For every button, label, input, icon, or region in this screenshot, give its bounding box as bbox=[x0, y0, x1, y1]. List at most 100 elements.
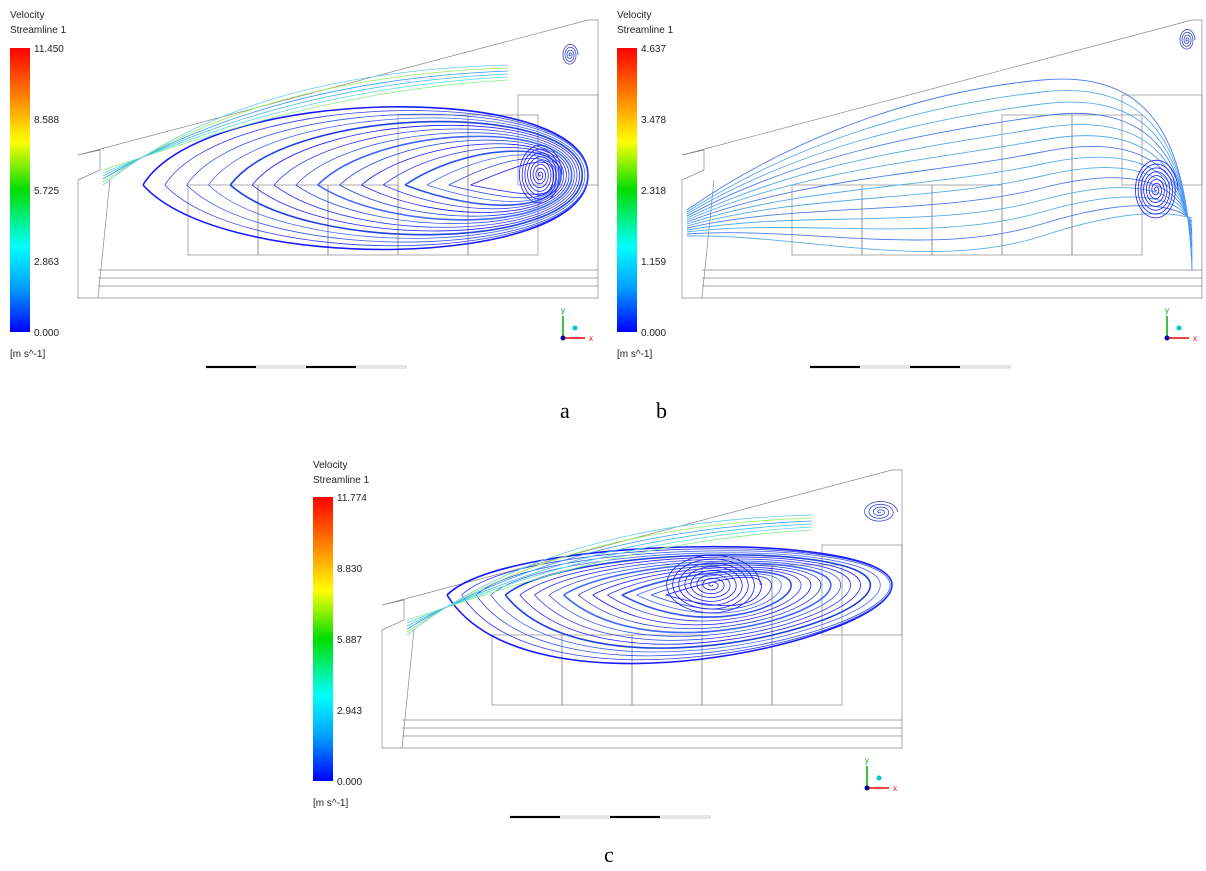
domain-line bbox=[401, 629, 415, 749]
colorbar-tick-label: 0.000 bbox=[337, 777, 362, 788]
streamline bbox=[686, 177, 1193, 235]
streamline bbox=[208, 117, 586, 239]
colorbar-tick-label: 5.887 bbox=[337, 635, 362, 646]
legend-unit: [m s^-1] bbox=[313, 798, 348, 809]
scale-bar-seg bbox=[610, 816, 660, 818]
colorbar-tick-label: 2.863 bbox=[34, 257, 59, 268]
legend-title: Velocity bbox=[10, 10, 44, 21]
streamline bbox=[273, 128, 578, 228]
streamline bbox=[607, 568, 802, 622]
streamline bbox=[229, 120, 584, 236]
domain bbox=[381, 469, 903, 749]
domain-line bbox=[97, 179, 111, 299]
streamline bbox=[102, 64, 509, 186]
panel: Velocity Streamline 1 11.450 8.588 5.725 2.86… bbox=[10, 10, 599, 423]
axis-z bbox=[876, 775, 882, 781]
streamline bbox=[470, 161, 554, 195]
streamline bbox=[686, 205, 1193, 241]
scale-bar-seg bbox=[810, 366, 860, 368]
colorbar-tick-label: 11.450 bbox=[34, 44, 64, 55]
streamline bbox=[686, 146, 1193, 247]
streamline bbox=[519, 556, 861, 645]
streamline bbox=[317, 135, 573, 221]
legend-title: Velocity bbox=[617, 10, 651, 21]
streamline bbox=[592, 566, 812, 626]
legend-title: Velocity bbox=[313, 460, 347, 471]
vortex bbox=[562, 44, 579, 65]
streamline bbox=[686, 167, 1193, 239]
legend-subtitle: Streamline 1 bbox=[617, 25, 674, 36]
streamline bbox=[686, 187, 1193, 231]
scale-bar-seg bbox=[510, 816, 560, 818]
colorbar-tick-label: 11.774 bbox=[337, 493, 367, 504]
streamline bbox=[490, 552, 881, 653]
axis-label-x: x bbox=[589, 334, 593, 343]
domain bbox=[77, 19, 599, 299]
scale-bar-seg bbox=[306, 366, 356, 368]
domain-outline bbox=[681, 19, 1203, 299]
streamline bbox=[461, 548, 893, 660]
streamline bbox=[339, 139, 570, 217]
streamline bbox=[686, 112, 1193, 259]
axis-label-y: y bbox=[1165, 306, 1169, 315]
vortex bbox=[1134, 159, 1179, 219]
streamline bbox=[665, 576, 762, 606]
streamline bbox=[164, 110, 589, 247]
axis-z bbox=[1176, 325, 1182, 331]
colorbar bbox=[10, 48, 30, 332]
domain-block bbox=[631, 634, 703, 706]
vortex bbox=[666, 554, 761, 614]
axis-label-x: x bbox=[1193, 334, 1197, 343]
vortex bbox=[864, 501, 898, 522]
streamline bbox=[406, 514, 813, 636]
streamline bbox=[448, 158, 557, 199]
streamline bbox=[475, 550, 891, 657]
colorbar-tick-label: 0.000 bbox=[34, 328, 59, 339]
axis-label-y: y bbox=[561, 306, 565, 315]
colorbar-tick-label: 2.318 bbox=[641, 186, 666, 197]
legend-subtitle: Streamline 1 bbox=[313, 475, 370, 486]
scale-bar-seg bbox=[910, 366, 960, 368]
streamline bbox=[361, 143, 567, 213]
panel: Velocity Streamline 1 11.774 8.830 5.887 2.94… bbox=[313, 460, 903, 867]
streamline bbox=[295, 132, 575, 224]
domain-block bbox=[861, 184, 933, 256]
axis-origin bbox=[1164, 335, 1170, 341]
streamline bbox=[504, 554, 872, 649]
vortex bbox=[1179, 29, 1196, 50]
panel-label: c bbox=[604, 842, 614, 867]
panel-label: b bbox=[656, 398, 667, 423]
streamline bbox=[251, 124, 581, 232]
streamline bbox=[686, 156, 1193, 243]
streamline bbox=[577, 564, 822, 630]
streamline bbox=[686, 90, 1193, 267]
domain-outline bbox=[381, 469, 903, 749]
colorbar-tick-label: 1.159 bbox=[641, 257, 666, 268]
domain-outline bbox=[77, 19, 599, 299]
streamline bbox=[186, 113, 588, 243]
panel-label: a bbox=[560, 398, 570, 423]
streamline bbox=[686, 101, 1193, 263]
streamline bbox=[382, 147, 565, 210]
axis-label-x: x bbox=[893, 784, 897, 793]
domain-block bbox=[931, 184, 1003, 256]
axis-z bbox=[572, 325, 578, 331]
legend-unit: [m s^-1] bbox=[617, 349, 652, 360]
legend-subtitle: Streamline 1 bbox=[10, 25, 67, 36]
panel: Velocity Streamline 1 4.637 3.478 2.318 1.159… bbox=[617, 10, 1203, 423]
domain bbox=[681, 19, 1203, 299]
domain-block bbox=[1001, 114, 1073, 256]
domain-block bbox=[821, 544, 903, 636]
colorbar-tick-label: 4.637 bbox=[641, 44, 666, 55]
axis-origin bbox=[864, 785, 870, 791]
streamline bbox=[534, 558, 852, 641]
scale-bar-seg bbox=[206, 366, 256, 368]
streamline bbox=[686, 213, 1193, 252]
colorbar-tick-label: 5.725 bbox=[34, 186, 59, 197]
streamline bbox=[686, 78, 1193, 271]
streamline bbox=[548, 560, 842, 637]
axis-label-y: y bbox=[865, 756, 869, 765]
domain-line bbox=[701, 179, 715, 299]
streamline bbox=[686, 196, 1193, 233]
